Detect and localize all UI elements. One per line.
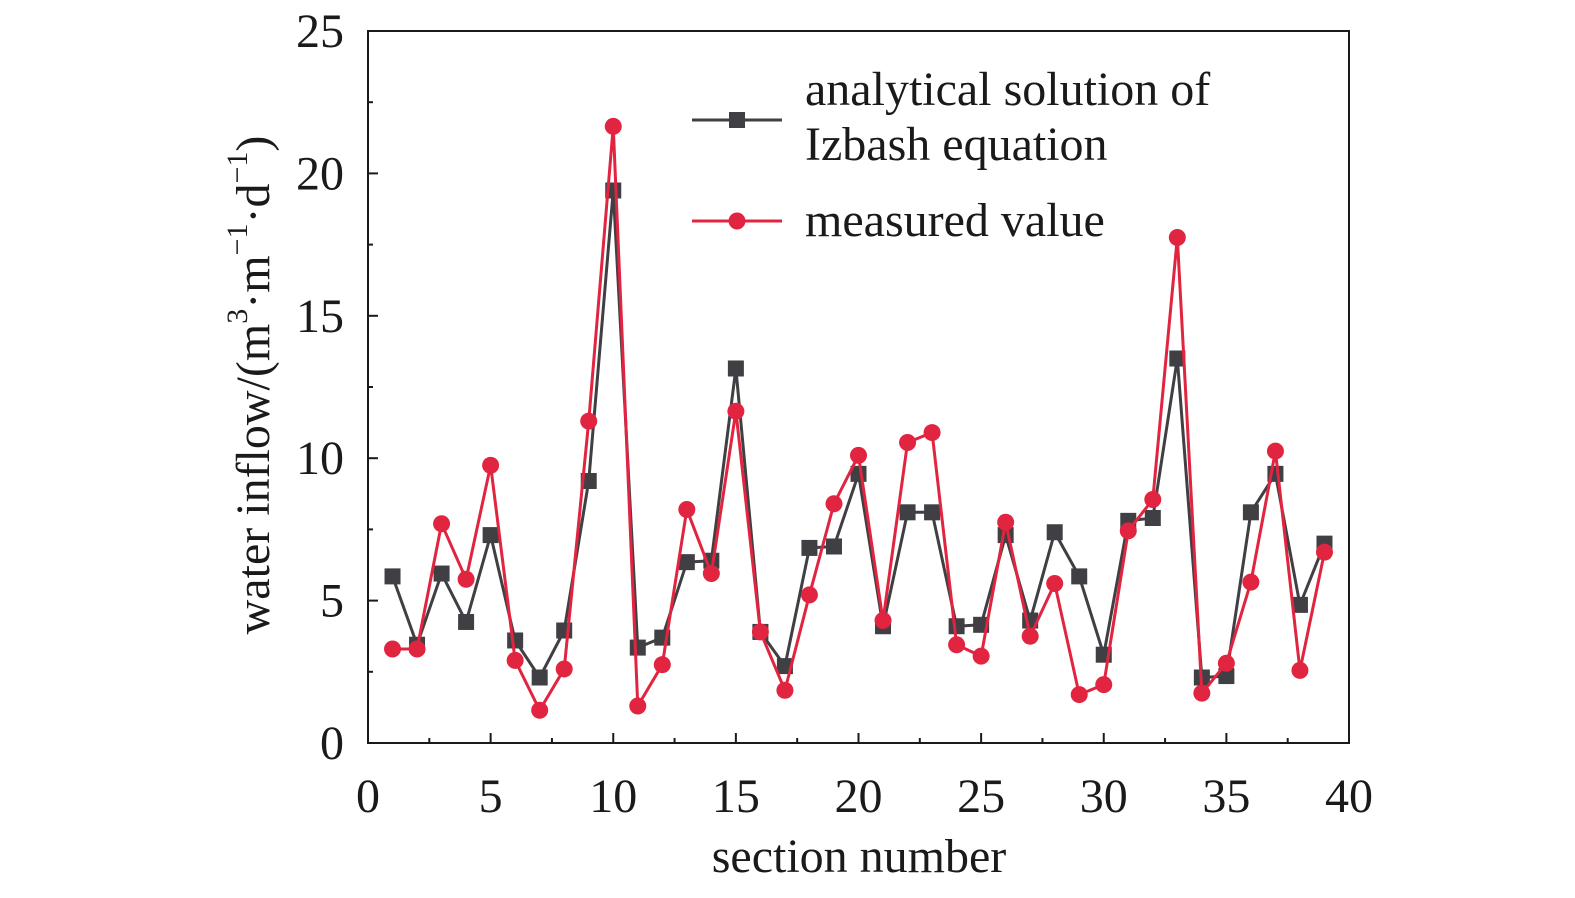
data-point-circle — [1193, 684, 1211, 702]
data-point-circle — [1315, 543, 1333, 561]
data-point-circle — [727, 402, 745, 420]
data-point-square — [384, 568, 401, 585]
x-tick-label: 5 — [479, 770, 503, 823]
data-point-circle — [1291, 661, 1309, 679]
data-point-square — [727, 360, 744, 377]
x-tick-label: 25 — [957, 770, 1005, 823]
data-point-square — [1046, 524, 1063, 541]
legend-label-analytical-line2: Izbash equation — [805, 118, 1108, 171]
series-group — [384, 117, 1333, 719]
data-point-square — [482, 527, 499, 544]
data-point-square — [825, 538, 842, 555]
data-point-circle — [653, 656, 671, 674]
data-point-circle — [972, 647, 990, 665]
data-point-square — [801, 539, 818, 556]
data-point-circle — [1144, 490, 1162, 508]
data-point-circle — [384, 640, 402, 658]
data-point-square — [1169, 350, 1186, 367]
series-measured-value — [384, 117, 1333, 719]
data-point-square — [1071, 568, 1088, 585]
data-point-circle — [997, 513, 1015, 531]
axis-ticks: 0 5 10 15 20 25 30 35 40 0 5 10 15 20 25 — [296, 5, 1373, 823]
data-point-circle — [1095, 676, 1113, 694]
data-point-circle — [702, 565, 720, 583]
data-point-circle — [1119, 522, 1137, 540]
data-point-circle — [923, 424, 941, 442]
data-point-circle — [1070, 686, 1088, 704]
data-point-circle — [457, 570, 475, 588]
data-point-circle — [1266, 442, 1284, 460]
data-point-square — [899, 504, 916, 521]
x-tick-label: 15 — [712, 770, 760, 823]
y-tick-label: 15 — [296, 290, 344, 343]
data-point-circle — [800, 586, 818, 604]
data-point-circle — [1046, 575, 1064, 593]
legend-label-analytical-line1: analytical solution of — [805, 63, 1210, 116]
data-point-circle — [948, 636, 966, 654]
data-point-square — [1218, 668, 1235, 685]
data-point-square — [1291, 596, 1308, 613]
data-point-square — [580, 472, 597, 489]
data-point-square — [1242, 504, 1259, 521]
data-point-square — [629, 639, 646, 656]
y-tick-label: 0 — [320, 717, 344, 770]
data-point-circle — [408, 640, 426, 658]
data-point-circle — [531, 701, 549, 719]
data-point-square — [1144, 510, 1161, 527]
data-point-circle — [1168, 228, 1186, 246]
y-tick-label: 10 — [296, 432, 344, 485]
data-point-circle — [1021, 627, 1039, 645]
data-point-circle — [1217, 654, 1235, 672]
legend-marker-square — [729, 112, 745, 128]
data-point-square — [433, 565, 450, 582]
data-point-circle — [580, 412, 598, 430]
x-tick-label: 0 — [356, 770, 380, 823]
data-point-circle — [555, 660, 573, 678]
x-tick-label: 10 — [589, 770, 637, 823]
data-point-circle — [1242, 573, 1260, 591]
data-point-square — [458, 613, 475, 630]
data-point-circle — [604, 117, 622, 135]
data-point-circle — [629, 697, 647, 715]
x-tick-label: 40 — [1325, 770, 1373, 823]
series-line — [391, 188, 1326, 679]
data-point-square — [507, 632, 524, 649]
series-analytical-solution — [384, 182, 1333, 686]
data-point-circle — [482, 456, 500, 474]
y-tick-label: 5 — [320, 575, 344, 628]
data-point-square — [924, 504, 941, 521]
y-tick-label: 20 — [296, 147, 344, 200]
data-point-circle — [850, 446, 867, 464]
x-axis-title: section number — [712, 830, 1007, 883]
data-point-circle — [776, 681, 794, 699]
x-tick-label: 35 — [1202, 770, 1250, 823]
data-point-circle — [825, 495, 843, 513]
data-point-circle — [751, 623, 769, 641]
legend-marker-circle — [728, 212, 746, 230]
y-tick-label: 25 — [296, 5, 344, 58]
data-point-circle — [433, 515, 451, 533]
data-point-square — [531, 669, 548, 686]
legend: analytical solution of Izbash equation m… — [692, 63, 1210, 247]
x-tick-label: 20 — [835, 770, 883, 823]
data-point-circle — [874, 612, 892, 630]
data-point-circle — [678, 500, 696, 518]
y-axis-title: water inflow/(m3·m−1·d−1) — [221, 136, 280, 635]
data-point-circle — [506, 651, 524, 669]
data-point-circle — [899, 434, 917, 452]
legend-label-measured: measured value — [805, 194, 1105, 247]
data-point-square — [678, 554, 695, 571]
x-tick-label: 30 — [1080, 770, 1128, 823]
